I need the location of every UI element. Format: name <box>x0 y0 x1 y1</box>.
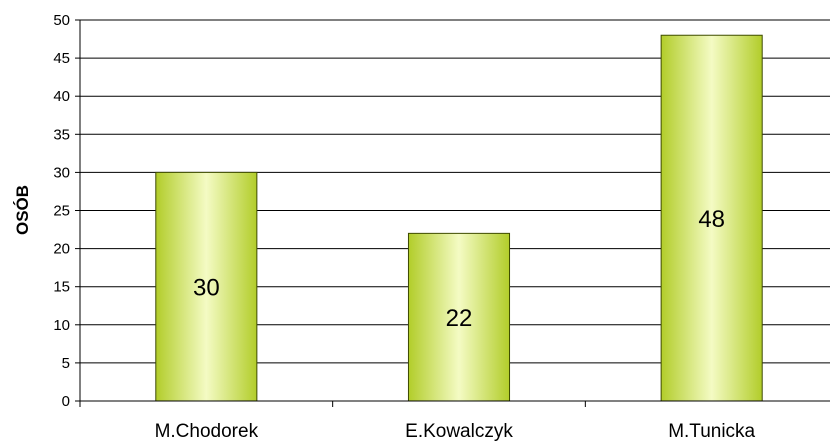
y-tick-label: 20 <box>53 241 70 258</box>
y-tick-label: 45 <box>53 50 70 67</box>
bar-m-tunicka <box>660 34 763 402</box>
data-label: 48 <box>698 206 725 233</box>
x-category-label: M.Tunicka <box>668 421 755 442</box>
data-label: 30 <box>193 275 220 302</box>
y-tick-label: 50 <box>53 12 70 29</box>
bar-m-chodorek <box>155 171 258 402</box>
y-tick-label: 40 <box>53 88 70 105</box>
y-tick-label: 0 <box>62 393 70 410</box>
x-axis-ticks: M.Chodorek E.Kowalczyk M.Tunicka <box>79 401 756 442</box>
y-tick-label: 5 <box>62 355 70 372</box>
x-category-label: E.Kowalczyk <box>405 421 513 442</box>
bars: 30 22 48 <box>155 34 763 402</box>
y-axis-label: OSÓB <box>13 185 32 235</box>
y-tick-label: 15 <box>53 279 70 296</box>
bar-e-kowalczyk <box>407 232 511 402</box>
data-label: 22 <box>446 305 473 332</box>
x-category-label: M.Chodorek <box>155 421 259 442</box>
y-axis-ticks: 0 5 10 15 20 25 30 35 40 45 50 <box>53 12 80 410</box>
axes <box>75 20 830 402</box>
y-tick-label: 35 <box>53 126 70 143</box>
y-tick-label: 25 <box>53 203 70 220</box>
y-tick-label: 30 <box>53 164 70 181</box>
y-tick-label: 10 <box>53 317 70 334</box>
